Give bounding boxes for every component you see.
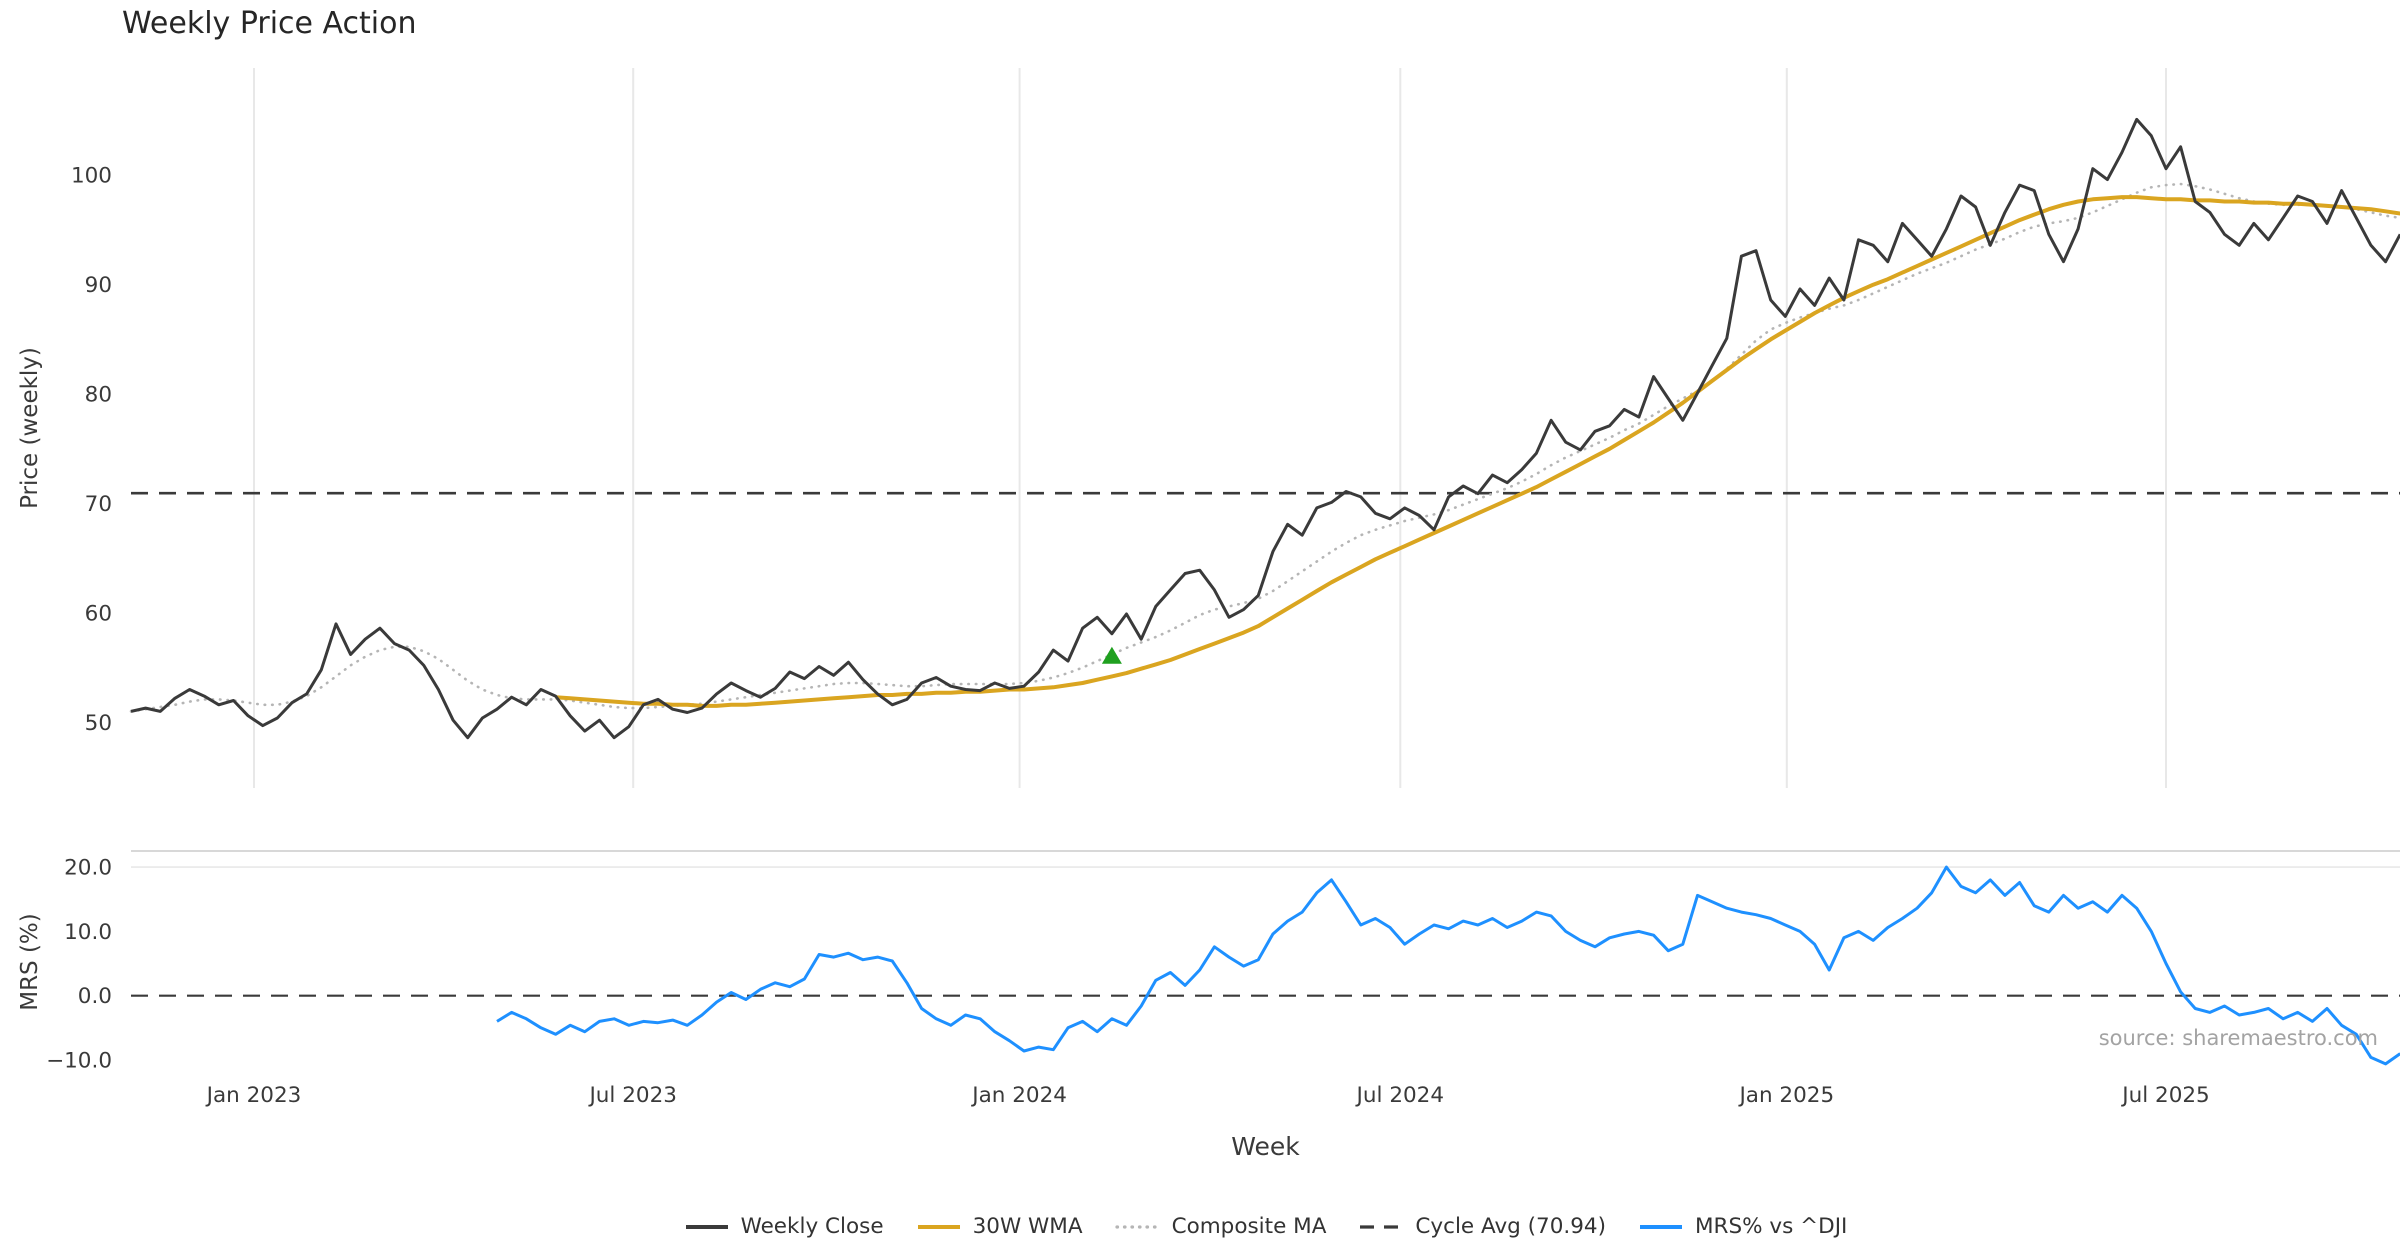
weekly-close-line bbox=[130, 117, 2400, 740]
mrs-line bbox=[496, 865, 2400, 1066]
price-ytick-label: 90 bbox=[85, 273, 112, 298]
legend-line-swatch-icon bbox=[917, 1224, 960, 1229]
price-ytick-label: 50 bbox=[85, 711, 112, 736]
chart-legend: Weekly Close 30W WMA Composite MA Cycle Avg… bbox=[131, 1214, 2400, 1239]
x-tick-label: Jan 2023 bbox=[205, 1083, 302, 1108]
legend-item: MRS% vs ^DJI bbox=[1638, 1214, 1847, 1239]
price-ytick-label: 70 bbox=[85, 492, 112, 517]
composite-ma-line bbox=[129, 182, 2400, 713]
legend-item: Composite MA bbox=[1114, 1214, 1327, 1239]
wma-30w-line bbox=[555, 195, 2400, 708]
legend-line-swatch-icon bbox=[1114, 1224, 1161, 1229]
price-ytick-label: 100 bbox=[71, 164, 112, 189]
x-axis-label: Week bbox=[1231, 1132, 1300, 1161]
mrs-ytick-label: 0.0 bbox=[78, 984, 112, 1009]
legend-label: MRS% vs ^DJI bbox=[1694, 1214, 1848, 1239]
x-tick-label: Jul 2025 bbox=[2120, 1083, 2210, 1108]
price-ytick-label: 80 bbox=[85, 383, 112, 408]
legend-line-swatch-icon bbox=[685, 1224, 728, 1229]
legend-label: Weekly Close bbox=[740, 1214, 884, 1239]
mrs-ytick-label: −10.0 bbox=[46, 1049, 112, 1074]
x-tick-label: Jan 2024 bbox=[970, 1083, 1067, 1108]
legend-line-swatch-icon bbox=[1360, 1224, 1403, 1229]
legend-label: 30W WMA bbox=[972, 1214, 1083, 1239]
legend-item: Weekly Close bbox=[684, 1214, 884, 1239]
mrs-ytick-label: 20.0 bbox=[64, 856, 112, 881]
legend-item: Cycle Avg (70.94) bbox=[1358, 1214, 1606, 1239]
legend-label: Composite MA bbox=[1171, 1214, 1327, 1239]
legend-line-swatch-icon bbox=[1639, 1224, 1682, 1229]
source-watermark: source: sharemaestro.com bbox=[2098, 1026, 2378, 1050]
mrs-ytick-label: 10.0 bbox=[64, 920, 112, 945]
legend-item: 30W WMA bbox=[916, 1214, 1083, 1239]
legend-label: Cycle Avg (70.94) bbox=[1415, 1214, 1606, 1239]
x-tick-label: Jul 2024 bbox=[1355, 1083, 1445, 1108]
price-ytick-label: 60 bbox=[85, 601, 112, 626]
x-tick-label: Jul 2023 bbox=[587, 1083, 677, 1108]
buy-signal-marker-icon bbox=[1101, 646, 1122, 664]
x-tick-label: Jan 2025 bbox=[1737, 1083, 1834, 1108]
chart-title: Weekly Price Action bbox=[122, 6, 417, 41]
